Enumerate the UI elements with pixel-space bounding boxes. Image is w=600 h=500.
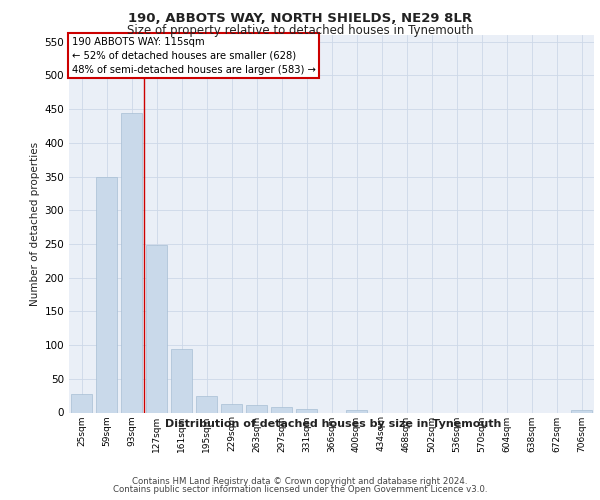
Text: Contains public sector information licensed under the Open Government Licence v3: Contains public sector information licen… — [113, 484, 487, 494]
Text: Contains HM Land Registry data © Crown copyright and database right 2024.: Contains HM Land Registry data © Crown c… — [132, 477, 468, 486]
Text: Size of property relative to detached houses in Tynemouth: Size of property relative to detached ho… — [127, 24, 473, 37]
Text: Distribution of detached houses by size in Tynemouth: Distribution of detached houses by size … — [165, 419, 501, 429]
Text: 190 ABBOTS WAY: 115sqm
← 52% of detached houses are smaller (628)
48% of semi-de: 190 ABBOTS WAY: 115sqm ← 52% of detached… — [71, 37, 316, 75]
Bar — [296, 409, 317, 412]
Bar — [146, 246, 167, 412]
Bar — [96, 176, 117, 412]
Bar — [71, 394, 92, 412]
Bar — [221, 404, 242, 412]
Bar — [271, 407, 292, 412]
Bar — [246, 405, 267, 412]
Bar — [346, 410, 367, 412]
Y-axis label: Number of detached properties: Number of detached properties — [30, 142, 40, 306]
Bar — [171, 349, 192, 412]
Bar — [121, 112, 142, 412]
Bar — [571, 410, 592, 412]
Bar — [196, 396, 217, 412]
Text: 190, ABBOTS WAY, NORTH SHIELDS, NE29 8LR: 190, ABBOTS WAY, NORTH SHIELDS, NE29 8LR — [128, 12, 472, 26]
